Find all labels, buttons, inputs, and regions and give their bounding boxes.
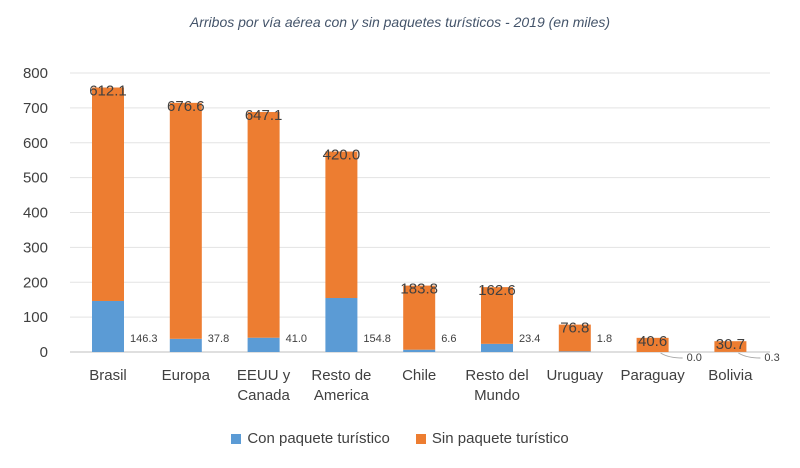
- bar-con: [247, 337, 280, 352]
- bar-sin: [714, 341, 747, 352]
- bar-sin: [325, 151, 358, 299]
- y-tick-label: 0: [40, 344, 48, 361]
- x-tick-label: Bolivia: [708, 367, 753, 384]
- y-tick-label: 600: [23, 135, 48, 152]
- legend: Con paquete turístico Sin paquete turíst…: [0, 430, 800, 447]
- data-label-con: 146.3: [130, 333, 158, 345]
- bar-sin: [169, 102, 202, 339]
- bar-con: [92, 300, 124, 352]
- data-label-sin: 183.8: [400, 281, 438, 298]
- y-tick-label: 500: [23, 170, 48, 187]
- leader-line: [660, 352, 683, 359]
- bar-sin: [481, 287, 513, 344]
- bar-con: [169, 338, 202, 352]
- data-label-con: 6.6: [441, 333, 456, 345]
- y-tick-label: 400: [23, 205, 48, 222]
- x-tick-label: Resto del Mundo: [465, 367, 529, 404]
- data-label-con: 37.8: [208, 333, 229, 345]
- legend-label-con: Con paquete turístico: [247, 430, 390, 447]
- data-label-sin: 162.6: [478, 282, 516, 299]
- bar-sin: [558, 324, 591, 352]
- legend-item-sin: Sin paquete turístico: [415, 430, 569, 447]
- y-tick-label: 800: [23, 65, 48, 82]
- legend-swatch-sin: [415, 433, 426, 444]
- bar-con: [403, 349, 436, 352]
- x-tick-label: Chile: [402, 367, 437, 384]
- legend-item-con: Con paquete turístico: [231, 430, 390, 447]
- x-tick-label: EEUU y Canada: [236, 367, 291, 404]
- legend-label-sin: Sin paquete turístico: [431, 430, 569, 447]
- y-tick-label: 700: [23, 100, 48, 117]
- legend-swatch-con: [231, 433, 242, 444]
- chart-title: Arribos por vía aérea con y sin paquetes…: [189, 14, 611, 30]
- y-tick-label: 200: [23, 274, 48, 291]
- bar-sin: [247, 112, 280, 338]
- x-tick-label: Uruguay: [546, 367, 604, 384]
- bar-con: [558, 351, 591, 352]
- x-tick-label: Brasil: [89, 367, 127, 384]
- y-tick-label: 300: [23, 239, 48, 256]
- data-label-sin: 76.8: [560, 320, 589, 337]
- data-label-con: 0.0: [687, 352, 702, 364]
- data-label-con: 154.8: [363, 333, 391, 345]
- data-label-sin: 647.1: [245, 107, 283, 124]
- data-label-con: 23.4: [519, 333, 540, 345]
- data-label-sin: 612.1: [89, 83, 127, 100]
- bar-con: [325, 298, 358, 352]
- data-label-con: 41.0: [286, 333, 307, 345]
- data-label-sin: 30.7: [716, 336, 745, 353]
- y-tick-label: 100: [23, 309, 48, 326]
- data-label-con: 0.3: [764, 352, 779, 364]
- bar-con: [481, 343, 513, 352]
- x-tick-label: Resto de America: [311, 367, 372, 404]
- data-label-con: 1.8: [597, 333, 612, 345]
- data-label-sin: 676.6: [167, 98, 205, 115]
- data-label-sin: 40.6: [638, 333, 667, 350]
- bar-sin: [636, 337, 669, 352]
- data-label-sin: 420.0: [323, 147, 361, 164]
- leader-line: [738, 352, 761, 359]
- bar-sin: [92, 87, 124, 301]
- x-tick-label: Europa: [161, 367, 210, 384]
- x-tick-label: Paraguay: [620, 367, 685, 384]
- bar-sin: [403, 285, 436, 350]
